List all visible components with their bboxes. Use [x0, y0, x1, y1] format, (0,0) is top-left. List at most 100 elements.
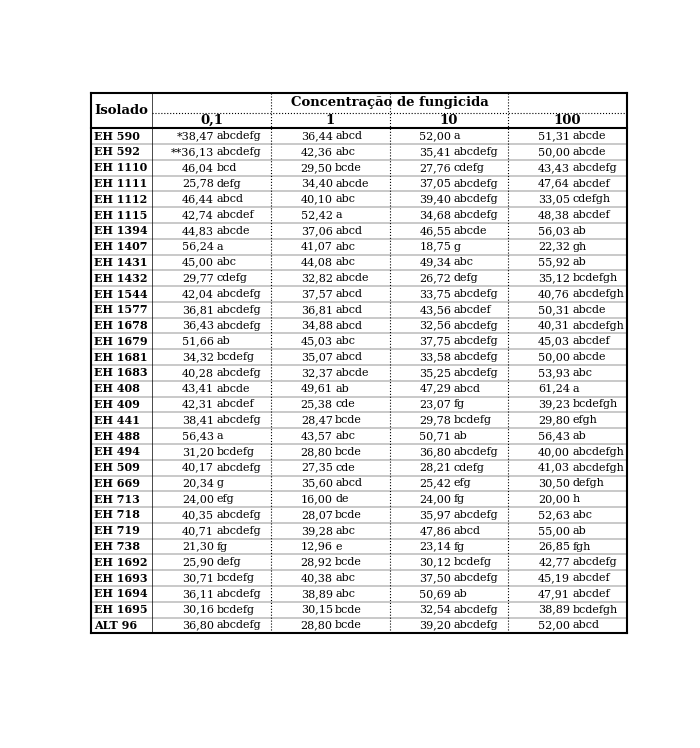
Text: bcdefgh: bcdefgh — [573, 604, 617, 615]
Text: fg: fg — [454, 494, 465, 504]
Text: 56,43: 56,43 — [182, 431, 214, 441]
Text: 25,78: 25,78 — [182, 179, 214, 188]
Text: EH 1694: EH 1694 — [94, 589, 148, 599]
Text: 52,42: 52,42 — [300, 210, 332, 220]
Text: 34,88: 34,88 — [300, 321, 332, 331]
Text: EH 441: EH 441 — [94, 415, 140, 426]
Text: 38,89: 38,89 — [538, 604, 570, 615]
Text: 50,69: 50,69 — [419, 589, 452, 599]
Text: fg: fg — [454, 542, 465, 551]
Text: EH 1544: EH 1544 — [94, 289, 148, 299]
Text: 48,38: 48,38 — [538, 210, 570, 220]
Text: 29,78: 29,78 — [419, 415, 452, 426]
Text: 0,1: 0,1 — [200, 114, 223, 127]
Text: bcde: bcde — [335, 447, 362, 457]
Text: 47,91: 47,91 — [538, 589, 570, 599]
Text: bcde: bcde — [335, 557, 362, 567]
Text: EH 1407: EH 1407 — [94, 241, 148, 252]
Text: bcde: bcde — [335, 621, 362, 631]
Text: abcde: abcde — [573, 131, 605, 141]
Text: 36,80: 36,80 — [182, 621, 214, 631]
Text: 24,00: 24,00 — [182, 494, 214, 504]
Text: bcde: bcde — [335, 163, 362, 173]
Text: 24,00: 24,00 — [419, 494, 452, 504]
Text: EH 669: EH 669 — [94, 478, 141, 489]
Text: abcdefg: abcdefg — [454, 194, 498, 204]
Text: 41,03: 41,03 — [538, 462, 570, 473]
Text: EH 590: EH 590 — [94, 131, 140, 141]
Text: cdefg: cdefg — [454, 163, 484, 173]
Text: 45,00: 45,00 — [182, 257, 214, 268]
Text: abcdefgh: abcdefgh — [573, 462, 624, 473]
Text: abcde: abcde — [454, 226, 487, 236]
Text: 49,61: 49,61 — [300, 384, 332, 393]
Text: 36,80: 36,80 — [419, 447, 452, 457]
Text: 22,32: 22,32 — [538, 242, 570, 251]
Text: a: a — [216, 242, 223, 251]
Text: 25,42: 25,42 — [419, 479, 452, 488]
Text: abcdefg: abcdefg — [216, 462, 261, 473]
Text: abc: abc — [335, 337, 355, 346]
Text: 43,43: 43,43 — [538, 163, 570, 173]
Text: bcdefg: bcdefg — [216, 352, 254, 362]
Text: abcdef: abcdef — [573, 337, 610, 346]
Text: 25,90: 25,90 — [182, 557, 214, 567]
Text: 40,31: 40,31 — [538, 321, 570, 331]
Text: 52,00: 52,00 — [538, 621, 570, 631]
Text: EH 1111: EH 1111 — [94, 178, 148, 189]
Text: 37,57: 37,57 — [301, 289, 332, 299]
Text: 40,28: 40,28 — [182, 368, 214, 378]
Text: abcdefg: abcdefg — [216, 621, 261, 631]
Text: efg: efg — [454, 479, 471, 488]
Text: 55,92: 55,92 — [538, 257, 570, 268]
Text: ab: ab — [573, 226, 586, 236]
Text: abcdefg: abcdefg — [454, 368, 498, 378]
Text: 46,55: 46,55 — [419, 226, 452, 236]
Text: bcde: bcde — [335, 604, 362, 615]
Text: ab: ab — [454, 431, 468, 441]
Text: abcde: abcde — [573, 304, 605, 315]
Text: abcdef: abcdef — [573, 179, 610, 188]
Text: 39,28: 39,28 — [300, 526, 332, 536]
Text: bcdefg: bcdefg — [216, 604, 254, 615]
Text: 35,07: 35,07 — [301, 352, 332, 362]
Text: Isolado: Isolado — [94, 104, 148, 117]
Text: 28,80: 28,80 — [300, 447, 332, 457]
Text: 40,38: 40,38 — [300, 573, 332, 583]
Text: abcdefgh: abcdefgh — [573, 321, 624, 331]
Text: defg: defg — [454, 273, 478, 283]
Text: EH 409: EH 409 — [94, 399, 140, 410]
Text: a: a — [216, 431, 223, 441]
Text: abcd: abcd — [216, 194, 244, 204]
Text: 45,03: 45,03 — [300, 337, 332, 346]
Text: abcdef: abcdef — [573, 573, 610, 583]
Text: fgh: fgh — [573, 542, 591, 551]
Text: abc: abc — [335, 526, 355, 536]
Text: 50,31: 50,31 — [538, 304, 570, 315]
Text: **36,13: **36,13 — [171, 147, 214, 157]
Text: EH 1678: EH 1678 — [94, 320, 148, 331]
Text: 44,83: 44,83 — [182, 226, 214, 236]
Text: 39,23: 39,23 — [538, 399, 570, 409]
Text: 28,07: 28,07 — [301, 510, 332, 520]
Text: 43,56: 43,56 — [419, 304, 452, 315]
Text: 37,05: 37,05 — [419, 179, 452, 188]
Text: 47,29: 47,29 — [419, 384, 452, 393]
Text: 16,00: 16,00 — [300, 494, 332, 504]
Text: abcde: abcde — [216, 226, 250, 236]
Text: 35,97: 35,97 — [419, 510, 452, 520]
Text: abc: abc — [335, 147, 355, 157]
Text: abcdef: abcdef — [573, 589, 610, 599]
Text: 28,21: 28,21 — [419, 462, 452, 473]
Text: abcd: abcd — [454, 526, 481, 536]
Text: ab: ab — [573, 431, 586, 441]
Text: bcdefg: bcdefg — [454, 415, 491, 426]
Text: 45,03: 45,03 — [538, 337, 570, 346]
Text: 51,66: 51,66 — [182, 337, 214, 346]
Text: abcdefg: abcdefg — [216, 147, 261, 157]
Text: abcdefg: abcdefg — [454, 321, 498, 331]
Text: bcde: bcde — [335, 415, 362, 426]
Text: 27,76: 27,76 — [419, 163, 452, 173]
Text: abcdef: abcdef — [216, 399, 254, 409]
Text: EH 494: EH 494 — [94, 447, 141, 457]
